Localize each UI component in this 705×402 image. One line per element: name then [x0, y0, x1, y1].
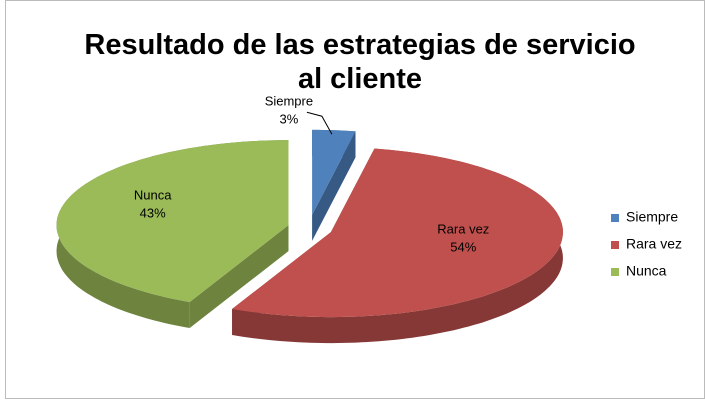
data-label-name: Nunca — [134, 187, 172, 202]
legend-swatch — [611, 241, 619, 249]
data-label-name: Siempre — [265, 94, 313, 109]
legend-swatch — [611, 214, 619, 222]
legend-label: Rara vez — [626, 236, 682, 252]
leader-line — [306, 111, 333, 135]
data-label-value: 54% — [450, 239, 476, 254]
slice-side — [312, 131, 356, 241]
data-label-value: 43% — [140, 205, 166, 220]
data-label-value: 3% — [280, 112, 299, 127]
legend-swatch — [611, 268, 619, 276]
legend-label: Siempre — [626, 209, 678, 225]
slice — [312, 129, 356, 215]
slice — [232, 148, 563, 318]
slice — [56, 140, 289, 302]
chart-title: Resultado de las estrategias de servicio… — [84, 29, 636, 95]
slice-side — [232, 148, 563, 344]
data-label-name: Rara vez — [437, 221, 489, 236]
slice-side — [189, 225, 289, 328]
legend-label: Nunca — [626, 263, 667, 279]
